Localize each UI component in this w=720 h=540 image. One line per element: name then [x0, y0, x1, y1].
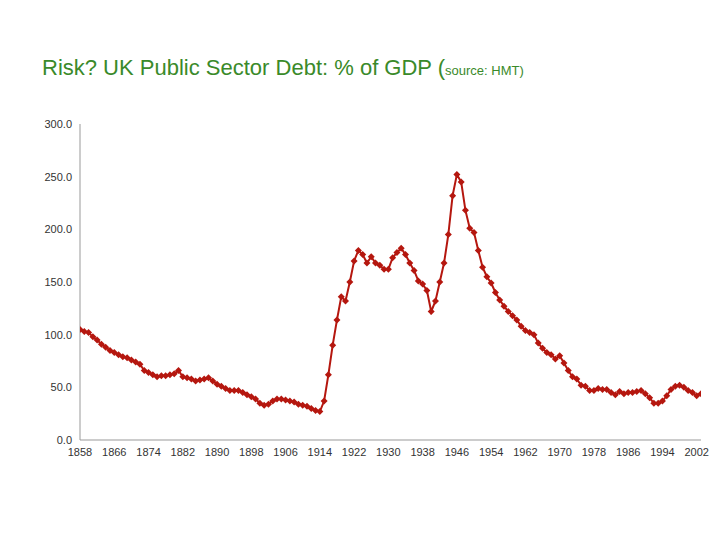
svg-text:1922: 1922 — [342, 446, 366, 458]
svg-text:1866: 1866 — [102, 446, 126, 458]
svg-text:1938: 1938 — [410, 446, 434, 458]
svg-text:1946: 1946 — [445, 446, 469, 458]
svg-text:100.0: 100.0 — [44, 329, 72, 341]
svg-text:1954: 1954 — [479, 446, 503, 458]
svg-text:1978: 1978 — [582, 446, 606, 458]
svg-text:1970: 1970 — [547, 446, 571, 458]
svg-text:1986: 1986 — [616, 446, 640, 458]
svg-text:1898: 1898 — [239, 446, 263, 458]
svg-text:250.0: 250.0 — [44, 171, 72, 183]
svg-text:1962: 1962 — [513, 446, 537, 458]
svg-text:1882: 1882 — [171, 446, 195, 458]
svg-text:1994: 1994 — [650, 446, 674, 458]
svg-text:200.0: 200.0 — [44, 223, 72, 235]
svg-text:1874: 1874 — [136, 446, 160, 458]
svg-text:2002: 2002 — [684, 446, 708, 458]
svg-text:1914: 1914 — [308, 446, 332, 458]
html-text:Risk? UK Public Sector Debt: %: Risk? UK Public Sector Debt: % of GDP (s… — [42, 55, 524, 80]
svg-text:1930: 1930 — [376, 446, 400, 458]
svg-text:50.0: 50.0 — [51, 381, 72, 393]
svg-text:150.0: 150.0 — [44, 276, 72, 288]
svg-text:1858: 1858 — [68, 446, 92, 458]
svg-text:300.0: 300.0 — [44, 118, 72, 130]
svg-text:1890: 1890 — [205, 446, 229, 458]
svg-text:1906: 1906 — [273, 446, 297, 458]
svg-text:0.0: 0.0 — [57, 434, 72, 446]
